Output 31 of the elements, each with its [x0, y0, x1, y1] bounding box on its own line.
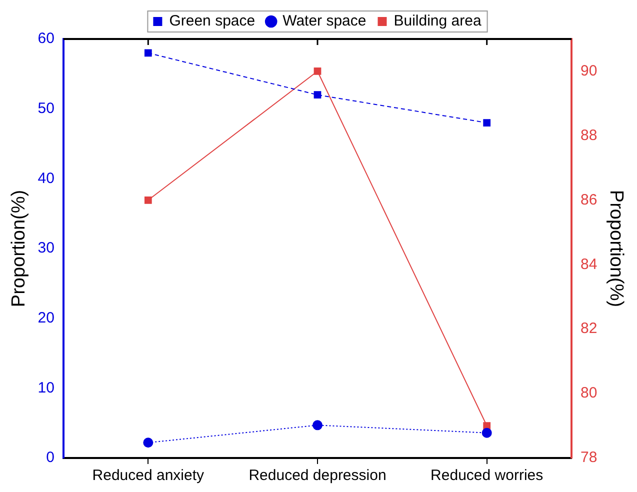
y-tick-label: 10 — [38, 379, 54, 396]
point — [312, 420, 322, 430]
point — [144, 196, 152, 204]
legend-label: Building area — [394, 12, 482, 30]
y-axis-title: Proportion(%) — [8, 190, 30, 308]
y2-tick-label: 90 — [580, 62, 598, 80]
point — [314, 68, 322, 75]
legend-label: Water space — [282, 12, 366, 30]
y-tick-label: 50 — [38, 100, 54, 117]
y2-tick-label: 86 — [580, 191, 598, 208]
y-tick-label: 40 — [38, 170, 54, 187]
x-tick-label: Reduced anxiety — [92, 467, 205, 484]
x-tick-label: Reduced worries — [430, 467, 544, 484]
point — [482, 428, 492, 438]
y2-tick-label: 80 — [580, 384, 598, 402]
y-tick-label: 20 — [38, 309, 54, 326]
y-tick-label: 60 — [38, 30, 54, 48]
y2-tick-label: 88 — [580, 126, 598, 144]
y2-axis-title: Proportion(%) — [605, 190, 626, 308]
y2-tick-label: 78 — [580, 449, 598, 466]
x-tick-label: Reduced depression — [248, 467, 386, 484]
y2-tick-label: 82 — [580, 320, 598, 338]
y2-tick-label: 84 — [580, 256, 598, 273]
legend-label: Green space — [169, 12, 256, 30]
y-tick-label: 30 — [38, 240, 54, 257]
point — [483, 119, 491, 126]
y-tick-label: 0 — [46, 449, 54, 466]
point — [314, 91, 322, 99]
point — [144, 49, 152, 57]
point — [143, 438, 154, 448]
point — [483, 422, 491, 430]
